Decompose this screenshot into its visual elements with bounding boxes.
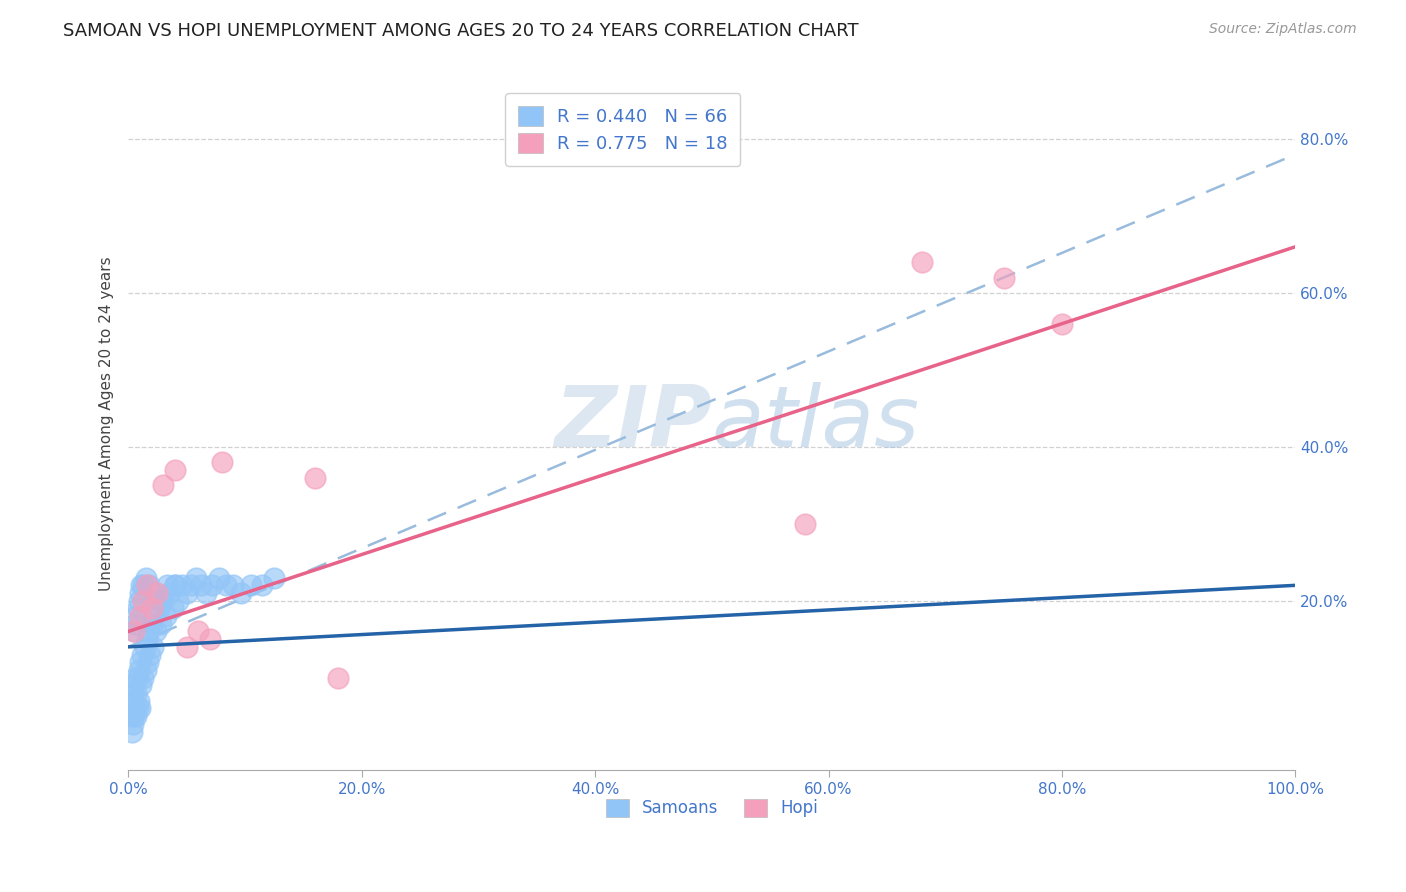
Point bbox=[215, 578, 238, 592]
Point bbox=[129, 586, 152, 600]
Point bbox=[142, 640, 165, 654]
Point bbox=[198, 632, 221, 647]
Point bbox=[176, 640, 198, 654]
Point bbox=[142, 609, 165, 624]
Point bbox=[135, 632, 157, 647]
Point bbox=[138, 624, 160, 639]
Legend: Samoans, Hopi: Samoans, Hopi bbox=[599, 792, 825, 824]
Point bbox=[127, 701, 149, 715]
Point bbox=[167, 593, 190, 607]
Point bbox=[794, 516, 817, 531]
Point bbox=[184, 571, 207, 585]
Point bbox=[163, 463, 186, 477]
Point bbox=[124, 616, 146, 631]
Point bbox=[157, 586, 180, 600]
Point bbox=[135, 571, 157, 585]
Point bbox=[149, 616, 172, 631]
Point bbox=[146, 586, 169, 600]
Point bbox=[127, 671, 149, 685]
Point bbox=[195, 586, 218, 600]
Point bbox=[176, 586, 198, 600]
Point bbox=[122, 686, 145, 700]
Point bbox=[135, 578, 157, 592]
Point bbox=[129, 701, 152, 715]
Point bbox=[121, 694, 143, 708]
Point bbox=[252, 578, 274, 592]
Point bbox=[120, 709, 142, 723]
Point bbox=[122, 624, 145, 639]
Point bbox=[138, 578, 160, 592]
Point bbox=[304, 470, 326, 484]
Point bbox=[128, 663, 150, 677]
Point bbox=[911, 255, 934, 269]
Point bbox=[122, 709, 145, 723]
Point bbox=[125, 709, 148, 723]
Point bbox=[139, 648, 162, 662]
Point bbox=[135, 663, 157, 677]
Point bbox=[124, 701, 146, 715]
Point bbox=[328, 671, 350, 685]
Point bbox=[263, 571, 285, 585]
Text: SAMOAN VS HOPI UNEMPLOYMENT AMONG AGES 20 TO 24 YEARS CORRELATION CHART: SAMOAN VS HOPI UNEMPLOYMENT AMONG AGES 2… bbox=[63, 22, 859, 40]
Point bbox=[1050, 317, 1073, 331]
Point bbox=[155, 609, 177, 624]
Point bbox=[170, 578, 193, 592]
Point bbox=[231, 586, 253, 600]
Point bbox=[124, 671, 146, 685]
Point bbox=[152, 478, 174, 492]
Point bbox=[145, 624, 167, 639]
Point bbox=[141, 616, 163, 631]
Point bbox=[149, 593, 172, 607]
Point bbox=[187, 624, 209, 639]
Point bbox=[201, 578, 224, 592]
Point bbox=[993, 270, 1015, 285]
Point bbox=[125, 609, 148, 624]
Point bbox=[129, 655, 152, 669]
Point bbox=[122, 624, 145, 639]
Point bbox=[136, 655, 159, 669]
Point bbox=[127, 601, 149, 615]
Point bbox=[128, 593, 150, 607]
Point bbox=[152, 593, 174, 607]
Y-axis label: Unemployment Among Ages 20 to 24 years: Unemployment Among Ages 20 to 24 years bbox=[100, 256, 114, 591]
Point bbox=[129, 609, 152, 624]
Point bbox=[163, 578, 186, 592]
Point bbox=[156, 578, 179, 592]
Point bbox=[134, 640, 156, 654]
Point bbox=[129, 578, 152, 592]
Point bbox=[129, 678, 152, 692]
Point bbox=[132, 578, 155, 592]
Point bbox=[162, 601, 184, 615]
Point bbox=[211, 455, 233, 469]
Point bbox=[148, 601, 170, 615]
Text: ZIP: ZIP bbox=[554, 382, 711, 466]
Point bbox=[222, 578, 245, 592]
Point bbox=[125, 686, 148, 700]
Point bbox=[122, 716, 145, 731]
Point bbox=[132, 593, 155, 607]
Point bbox=[122, 678, 145, 692]
Point bbox=[190, 578, 212, 592]
Point bbox=[141, 601, 163, 615]
Point bbox=[142, 586, 165, 600]
Point bbox=[239, 578, 262, 592]
Point bbox=[131, 648, 153, 662]
Point bbox=[132, 671, 155, 685]
Point bbox=[121, 724, 143, 739]
Point bbox=[128, 694, 150, 708]
Text: atlas: atlas bbox=[711, 382, 920, 466]
Point bbox=[208, 571, 231, 585]
Point bbox=[163, 578, 186, 592]
Point bbox=[180, 578, 202, 592]
Text: Source: ZipAtlas.com: Source: ZipAtlas.com bbox=[1209, 22, 1357, 37]
